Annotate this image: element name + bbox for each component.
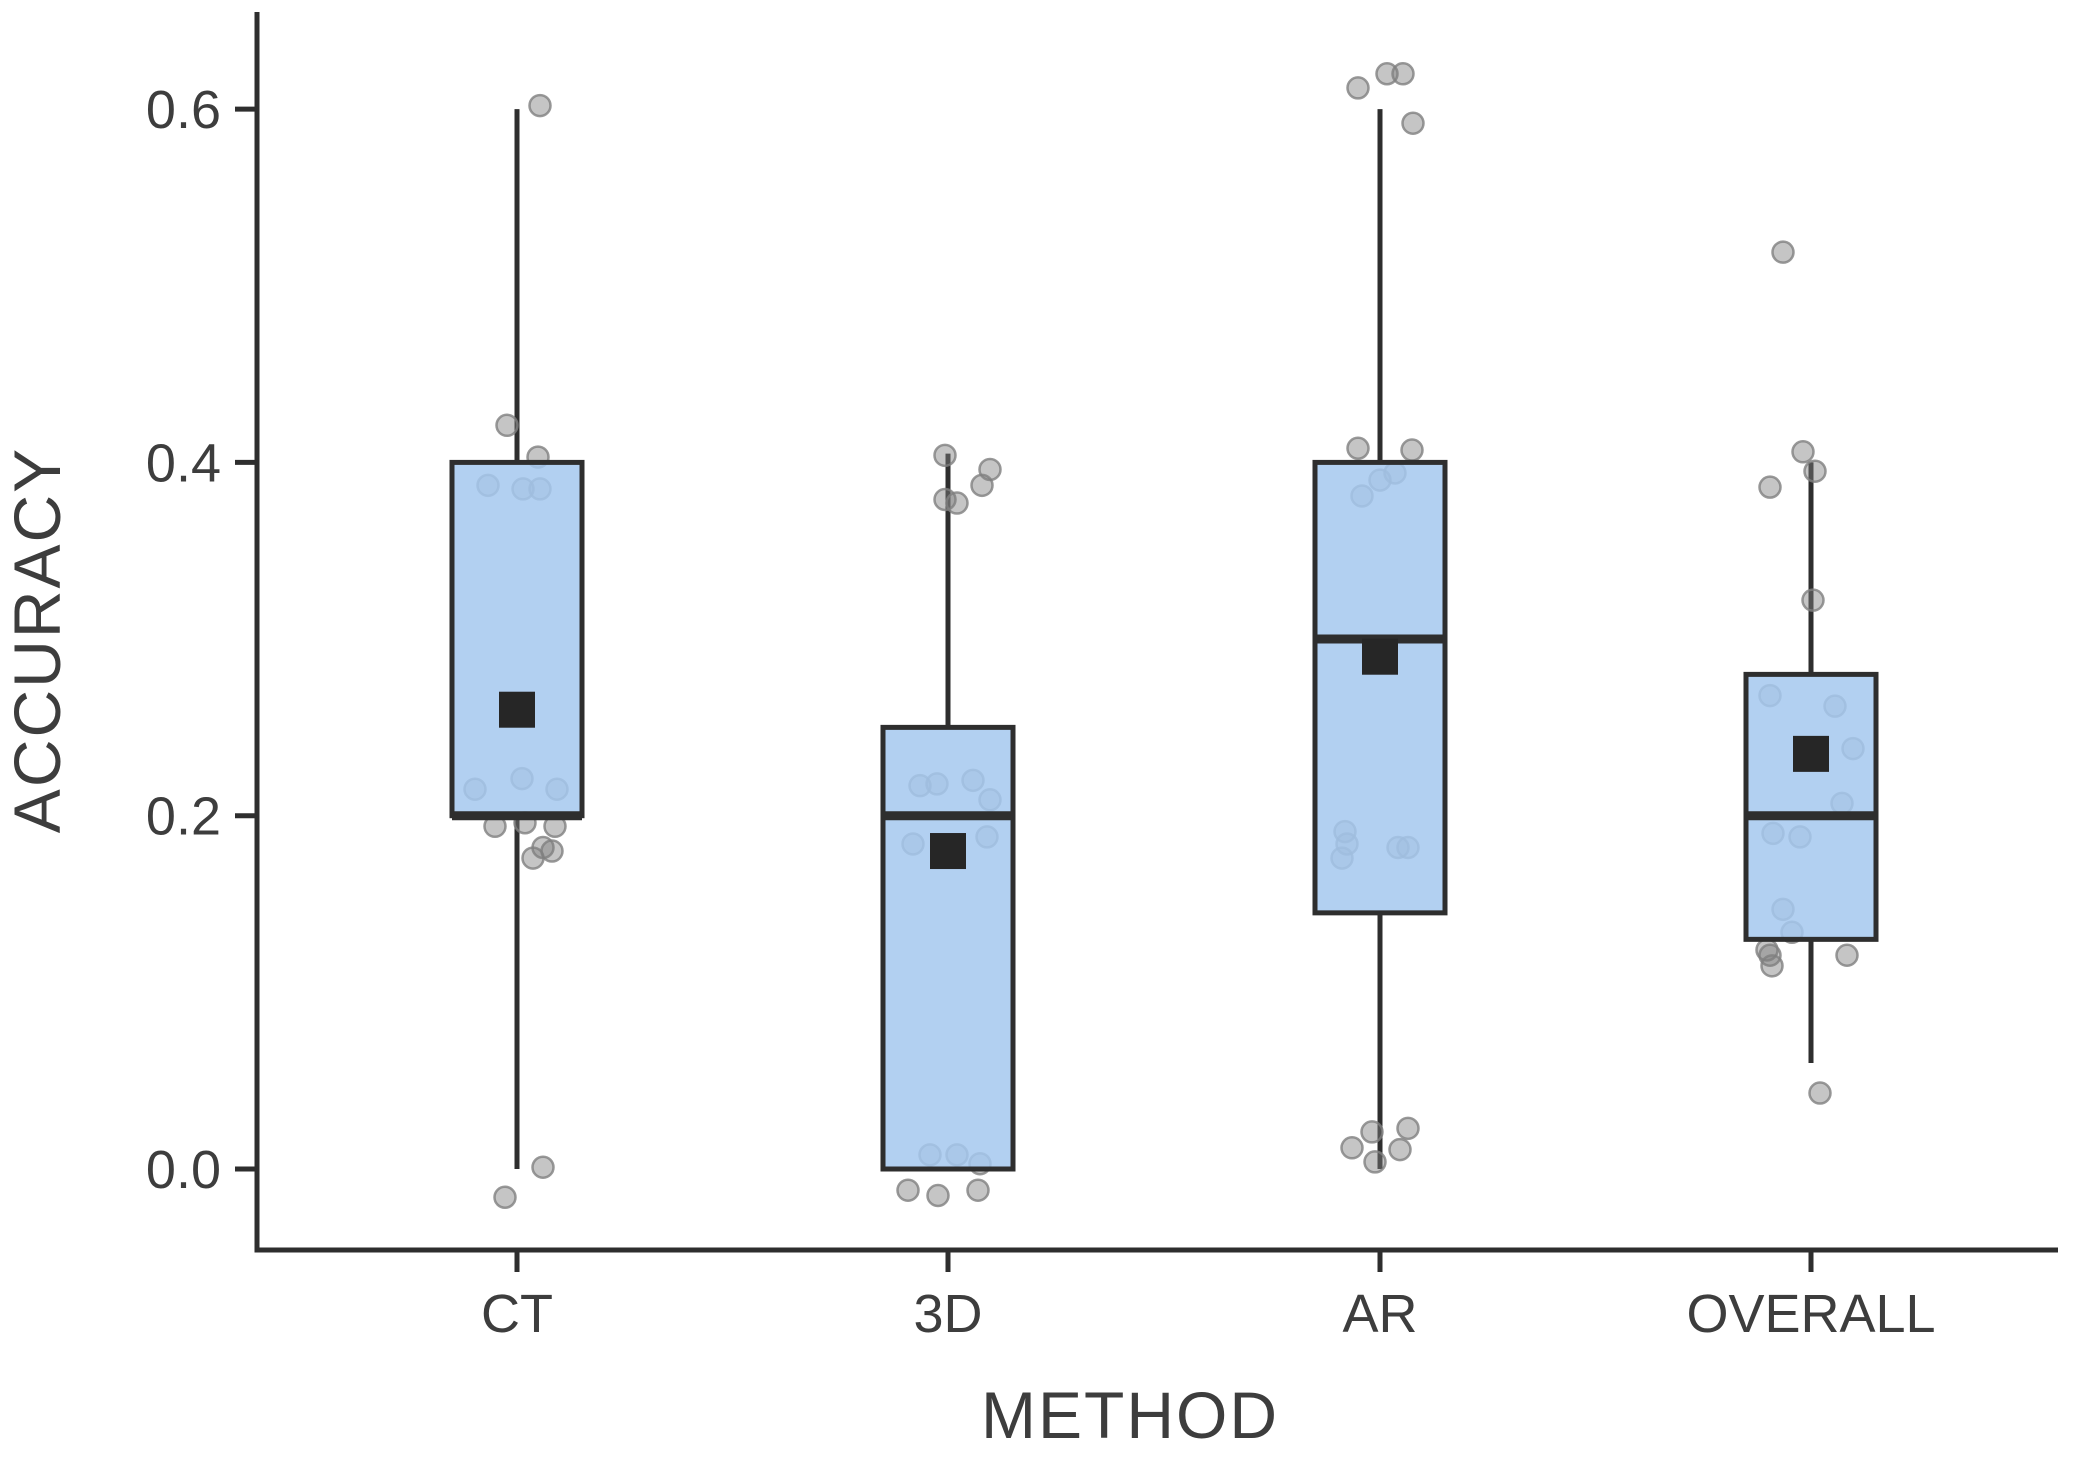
- mean-marker-ct: [499, 691, 535, 728]
- jitter-point-ar: [1391, 62, 1415, 86]
- box-ar: [1312, 459, 1448, 916]
- jitter-point-ct: [493, 1185, 517, 1210]
- jitter-point-ar: [1396, 1116, 1420, 1141]
- jitter-point-overall: [1808, 1081, 1832, 1105]
- y-axis-title: ACCURACY: [0, 447, 74, 833]
- x-tick-label: 3D: [913, 1284, 982, 1344]
- jitter-point-ct: [540, 839, 564, 863]
- jitter-point-ar: [1363, 1150, 1387, 1174]
- y-tick-label: 0.2: [146, 787, 221, 847]
- mean-marker-3d: [930, 833, 966, 870]
- jitter-point-ar: [1388, 1137, 1412, 1162]
- jitter-point-ar: [1346, 76, 1370, 100]
- plot-layer: 0.0 0.2 0.4 0.6 CT 3D AR OVERALL: [146, 12, 2058, 1344]
- jitter-point-3d: [933, 443, 957, 468]
- jitter-point-overall: [1791, 440, 1815, 464]
- jitter-point-ar: [1360, 1120, 1384, 1144]
- jitter-point-overall: [1758, 475, 1782, 499]
- mean-marker-overall: [1793, 735, 1829, 772]
- x-tick-label: OVERALL: [1686, 1284, 1935, 1344]
- jitter-point-overall: [1801, 588, 1825, 612]
- jitter-point-ct: [531, 1155, 555, 1179]
- jitter-point-ar: [1401, 111, 1425, 135]
- x-axis-title: METHOD: [981, 1378, 1279, 1452]
- box-3d: [880, 724, 1016, 1172]
- jitter-point-3d: [926, 1183, 950, 1208]
- x-tick-label: AR: [1342, 1284, 1417, 1344]
- mean-marker-ar: [1362, 638, 1398, 675]
- box-overall: [1743, 671, 1879, 942]
- jitter-point-overall: [1771, 240, 1795, 264]
- jitter-point-overall: [1803, 459, 1827, 483]
- jitter-point-ar: [1346, 436, 1370, 461]
- jitter-point-ct: [528, 93, 552, 118]
- jitter-point-overall: [1835, 943, 1859, 968]
- x-tick-label: CT: [481, 1284, 553, 1344]
- jitter-point-3d: [896, 1178, 920, 1202]
- box-ct: [449, 459, 585, 819]
- jitter-point-ct: [495, 413, 519, 438]
- y-tick-label: 0.6: [146, 80, 221, 140]
- jitter-point-ar: [1375, 62, 1399, 86]
- jitter-point-3d: [966, 1178, 990, 1202]
- jitter-point-ar: [1400, 438, 1424, 462]
- jitter-point-ar: [1340, 1136, 1364, 1160]
- jitter-point-3d: [945, 491, 969, 515]
- y-tick-label: 0.4: [146, 433, 221, 493]
- jitter-point-3d: [970, 473, 994, 498]
- y-tick-label: 0.0: [146, 1140, 221, 1200]
- jitter-point-overall: [1760, 954, 1784, 978]
